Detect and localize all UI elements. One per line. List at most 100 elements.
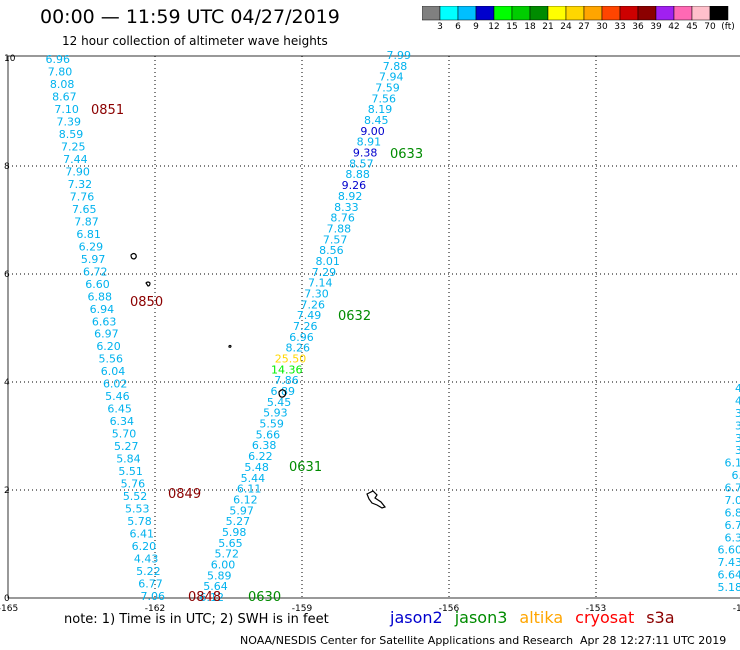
color-scale-tick: 6 <box>455 22 461 32</box>
pass-time-label: 0849 <box>168 487 201 502</box>
wave-height-value: 5.27 <box>226 515 251 528</box>
wave-height-value: 4 <box>735 394 740 407</box>
wave-height-value: 6.7 <box>725 482 740 495</box>
color-scale-tick: 18 <box>524 22 536 32</box>
wave-height-value: 3 <box>735 444 740 457</box>
wave-height-value: 3 <box>735 432 740 445</box>
wave-height-value: 5.97 <box>229 504 254 517</box>
wave-height-value: 5.48 <box>244 461 269 474</box>
pass-time-label: 0851 <box>91 103 124 118</box>
wave-height-value: 6.45 <box>107 403 132 416</box>
wave-height-value: 7.87 <box>74 215 99 228</box>
generated-timestamp: Apr 28 12:27:11 UTC 2019 <box>580 634 727 647</box>
wave-height-value: 7.94 <box>379 71 404 84</box>
island-outline <box>228 344 232 348</box>
wave-height-value: 7.65 <box>72 203 97 216</box>
color-scale-tick: 12 <box>488 22 500 32</box>
wave-height-value: 4 <box>735 382 740 395</box>
color-scale-tick: 39 <box>650 22 662 32</box>
pass-time-label: 0848 <box>188 590 221 605</box>
wave-height-value: 7.49 <box>297 309 322 322</box>
pass-time-label: 0633 <box>390 147 423 162</box>
y-tick-label: 0 <box>4 594 10 604</box>
wave-height-value: 7.30 <box>304 287 329 300</box>
wave-height-value: 5.65 <box>218 537 243 550</box>
color-scale-bar <box>422 6 729 21</box>
wave-height-value: 5.93 <box>263 407 288 420</box>
color-scale-tick: 21 <box>542 22 554 32</box>
wave-height-value: 8.91 <box>357 136 382 149</box>
wave-height-value: 7.76 <box>70 190 95 203</box>
wave-height-value: 5.46 <box>105 390 130 403</box>
wave-height-value: 6.04 <box>101 365 126 378</box>
satellite-legend: jason2 jason3 altika cryosat s3a <box>390 608 687 627</box>
wave-height-value: 5.53 <box>125 503 150 516</box>
x-tick-label: -156 <box>439 604 460 614</box>
color-scale-tick: 27 <box>578 22 590 32</box>
wave-height-value: 14.36 <box>271 363 303 376</box>
wave-height-value: 7.06 <box>141 590 166 603</box>
wave-height-value: 7.59 <box>375 82 400 95</box>
wave-height-value: 5.27 <box>114 440 139 453</box>
wave-height-value: 6.96 <box>46 53 71 66</box>
legend-entry-cryosat: cryosat <box>575 608 635 627</box>
x-tick-label: -165 <box>0 604 18 614</box>
wave-height-value: 5.76 <box>121 478 146 491</box>
wave-height-value: 3 <box>735 407 740 420</box>
wave-height-value: 7.80 <box>48 65 73 78</box>
island-outline <box>145 281 151 287</box>
wave-height-value: 6.60 <box>718 544 740 557</box>
wave-height-value: 7.39 <box>57 115 82 128</box>
credit-line: NOAA/NESDIS Center for Satellite Applica… <box>240 634 574 647</box>
wave-height-value: 6.60 <box>85 278 110 291</box>
y-tick-label: 2 <box>4 486 10 496</box>
color-scale-tick: 70 <box>704 22 716 32</box>
wave-height-value: 7.10 <box>54 103 79 116</box>
wave-height-value: 6.97 <box>94 328 119 341</box>
wave-height-value: 7.56 <box>372 92 397 105</box>
color-scale-tick: 15 <box>506 22 518 32</box>
color-scale-tick: 36 <box>632 22 644 32</box>
wave-height-value: 9.26 <box>342 179 367 192</box>
wave-height-value: 7.90 <box>65 165 90 178</box>
wave-height-value: 8.59 <box>59 128 84 141</box>
pass-time-label: 0850 <box>130 295 163 310</box>
wave-height-value: 8.56 <box>319 244 344 257</box>
wave-height-value: 6.89 <box>271 385 296 398</box>
x-tick-label: -150 <box>733 604 740 614</box>
y-tick-label: 8 <box>4 162 10 172</box>
wave-height-value: 5.44 <box>241 472 266 485</box>
color-scale-unit: (ft) <box>721 22 735 32</box>
x-tick-label: -153 <box>586 604 606 614</box>
island-outline <box>366 490 387 509</box>
wave-height-value: 8.33 <box>334 201 359 214</box>
wave-height-value: 5.89 <box>207 569 232 582</box>
color-scale-tick: 24 <box>560 22 572 32</box>
wave-height-value: 8.08 <box>50 78 75 91</box>
wave-height-value: 8.19 <box>368 103 393 116</box>
wave-height-value: 6.7 <box>725 519 740 532</box>
chart-title: 00:00 — 11:59 UTC 04/27/2019 <box>40 6 340 28</box>
color-scale-tick: 30 <box>596 22 608 32</box>
wave-height-value: 6.20 <box>132 540 157 553</box>
wave-height-value: 5.98 <box>222 526 247 539</box>
wave-height-value: 5.18 <box>718 581 740 594</box>
wave-height-value: 6.94 <box>90 303 115 316</box>
wave-height-value: 9.00 <box>360 125 385 138</box>
color-scale-tick: 3 <box>437 22 443 32</box>
wave-height-value: 5.66 <box>256 428 281 441</box>
wave-height-value: 6.34 <box>110 415 135 428</box>
wave-height-value: 7.26 <box>293 320 318 333</box>
wave-height-value: 6.00 <box>211 558 236 571</box>
wave-height-value: 6.77 <box>138 578 163 591</box>
wave-height-value: 8.01 <box>315 255 340 268</box>
wave-height-value: 6.96 <box>289 331 314 344</box>
wave-height-value: 5.72 <box>214 548 239 561</box>
wave-height-value: 5.51 <box>118 465 143 478</box>
legend-entry-jason3: jason3 <box>454 608 508 627</box>
wave-height-value: 7.25 <box>61 140 86 153</box>
color-scale-tick: 45 <box>686 22 698 32</box>
wave-height-value: 7.14 <box>308 277 333 290</box>
wave-height-value: 7.57 <box>323 233 348 246</box>
